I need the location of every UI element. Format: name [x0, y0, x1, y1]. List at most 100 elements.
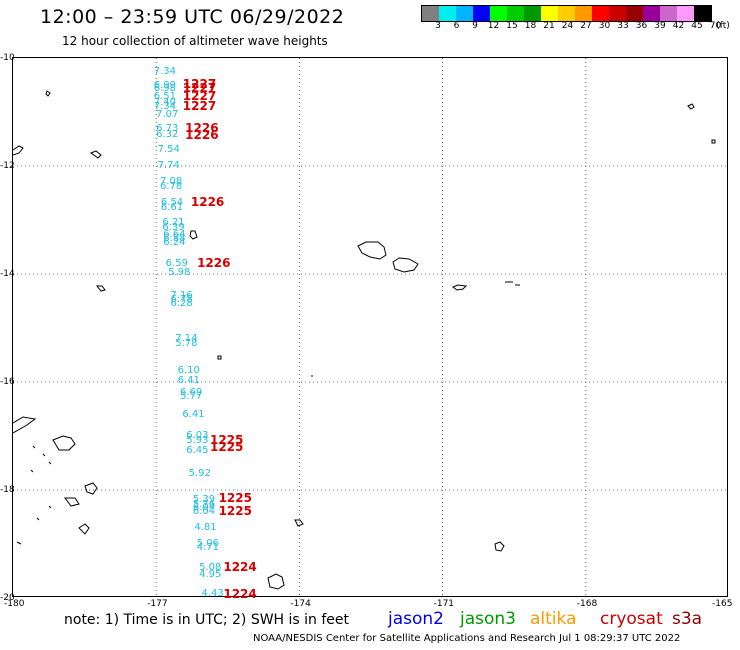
longitude-label: -171: [433, 599, 455, 609]
wave-height-label: 4.81: [194, 521, 217, 533]
colorbar-tick-labels: 3 6 9 12 15 18 21 24 27 30 33 36 39 42 45 70 (ft): [421, 21, 740, 33]
satellite-legend-cryosat: cryosat: [600, 609, 663, 629]
wave-height-label: 6.21: [162, 216, 185, 228]
fiji-group-a: [52, 435, 76, 451]
observation-time-label: 1227: [182, 76, 217, 91]
longitude-label: -168: [576, 599, 598, 609]
wave-height-label: 5.06: [196, 538, 219, 549]
wave-height-label: 6.51: [153, 90, 176, 102]
colorbar-swatch: [575, 6, 592, 21]
colorbar-tick: 70: [709, 21, 722, 31]
observation-time-label: 1226: [190, 195, 225, 210]
colorbar-swatch: [490, 6, 507, 21]
wave-height-label: 6.78: [159, 180, 183, 192]
island-small-c: [189, 230, 198, 240]
wave-height-label: 4.71: [196, 542, 219, 554]
island-west-a: [95, 285, 106, 292]
colorbar-tick: 9: [472, 21, 478, 31]
island-nw-a: [45, 90, 51, 97]
observation-time-label: 1227: [182, 98, 217, 113]
latitude-label: -18: [0, 485, 15, 495]
lat-lon-grid: [13, 58, 729, 598]
colorbar-swatch: [456, 6, 473, 21]
footer-credit: NOAA/NESDIS Center for Satellite Applica…: [253, 633, 681, 644]
wave-height-label: 5.78: [175, 338, 198, 350]
wave-height-label: 6.32: [156, 128, 179, 140]
island-east-b: [505, 281, 520, 286]
wave-height-label: 7.34: [153, 65, 176, 77]
wave-height-label: 6.99: [153, 80, 176, 92]
colorbar-swatch: [626, 6, 643, 21]
wave-height-label: 6.04: [192, 505, 216, 517]
colorbar-tick: 30: [598, 21, 611, 31]
map-title: 12:00 – 23:59 UTC 06/29/2022: [40, 6, 345, 28]
fiji-group-c: [64, 497, 80, 507]
satellite-legend-s3a: s3a: [672, 609, 703, 629]
satellite-legend-jason2: jason2: [388, 609, 444, 629]
wave-height-label: 6.54: [160, 196, 184, 208]
longitude-label: -165: [712, 599, 733, 609]
longitude-label: -177: [147, 599, 168, 609]
island-ne-a: [687, 103, 695, 110]
colorbar-swatch: [592, 6, 609, 21]
colorbar-tick: 3: [435, 21, 441, 31]
longitude-label: -174: [290, 599, 311, 609]
map-subtitle: 12 hour collection of altimeter wave hei…: [62, 34, 328, 48]
wave-height-label: 5.98: [168, 266, 191, 278]
island-west-b: [89, 150, 102, 159]
colorbar-swatch: [524, 6, 541, 21]
colorbar-tick: (ft): [716, 21, 730, 31]
wave-height-label: 7.54: [157, 143, 180, 155]
colorbar-tick: 33: [617, 21, 629, 31]
wave-height-label: 6.59: [165, 258, 188, 270]
wave-height-label: 7.08: [159, 176, 183, 188]
wave-height-label: 7.16: [170, 289, 193, 301]
wave-height-label: 7.40: [153, 97, 176, 109]
colorbar-tick: 36: [635, 21, 648, 31]
colorbar-swatch: [694, 6, 711, 21]
colorbar-swatch: [422, 6, 439, 21]
wave-height-label: 5.39: [192, 493, 216, 505]
niue-island: [494, 541, 505, 552]
wave-height-label: 4.95: [199, 568, 222, 580]
wave-height-label: 6.28: [170, 297, 193, 309]
observation-time-label: 1227: [182, 88, 217, 103]
observation-time-label: 1225: [218, 503, 252, 518]
wave-height-label: 6.10: [177, 365, 200, 377]
island-nw-b: [13, 145, 24, 156]
colorbar-swatch: [677, 6, 694, 21]
colorbar-tick: 15: [506, 21, 518, 31]
wave-height-label: 6.04: [192, 501, 216, 513]
colorbar-swatch: [473, 6, 490, 21]
observation-time-label: 1224: [223, 559, 257, 574]
wave-height-label: 7.34: [153, 100, 176, 112]
observation-time-label: 1226: [197, 256, 231, 271]
colorbar-tick: 27: [580, 21, 592, 31]
satellite-legend-jason3: jason3: [460, 609, 516, 629]
colorbar-tick: 39: [654, 21, 666, 31]
colorbar-swatch: [507, 6, 524, 21]
wave-height-label: 7.74: [157, 160, 180, 171]
latitude-label: -20: [0, 593, 15, 603]
observation-time-label: 1226: [185, 121, 219, 136]
fiji-group-e: [78, 523, 90, 535]
colorbar-tick: 45: [691, 21, 703, 31]
samoa-savaii-island: [392, 257, 419, 273]
wave-height-colorbar: [421, 5, 712, 22]
colorbar-swatch: [643, 6, 660, 21]
wave-height-label: 4.43: [201, 587, 224, 599]
map-layer: [13, 58, 729, 598]
note-text: note: 1) Time is in UTC; 2) SWH is in fe…: [64, 612, 350, 628]
wave-height-label: 6.24: [163, 236, 186, 248]
colorbar-swatch: [439, 6, 456, 21]
island-ne-b: [711, 139, 716, 144]
wave-height-label: 6.61: [160, 202, 184, 214]
wave-height-label: 6.41: [177, 374, 200, 386]
fiji-group-b: [13, 416, 37, 434]
island-east-a: [451, 284, 468, 291]
satellite-legend-altika: altika: [530, 609, 577, 629]
colorbar-swatch: [609, 6, 626, 21]
wave-height-label: 6.88: [163, 232, 186, 244]
longitude-label: -180: [4, 599, 25, 609]
tonga-island-b: [294, 519, 304, 527]
